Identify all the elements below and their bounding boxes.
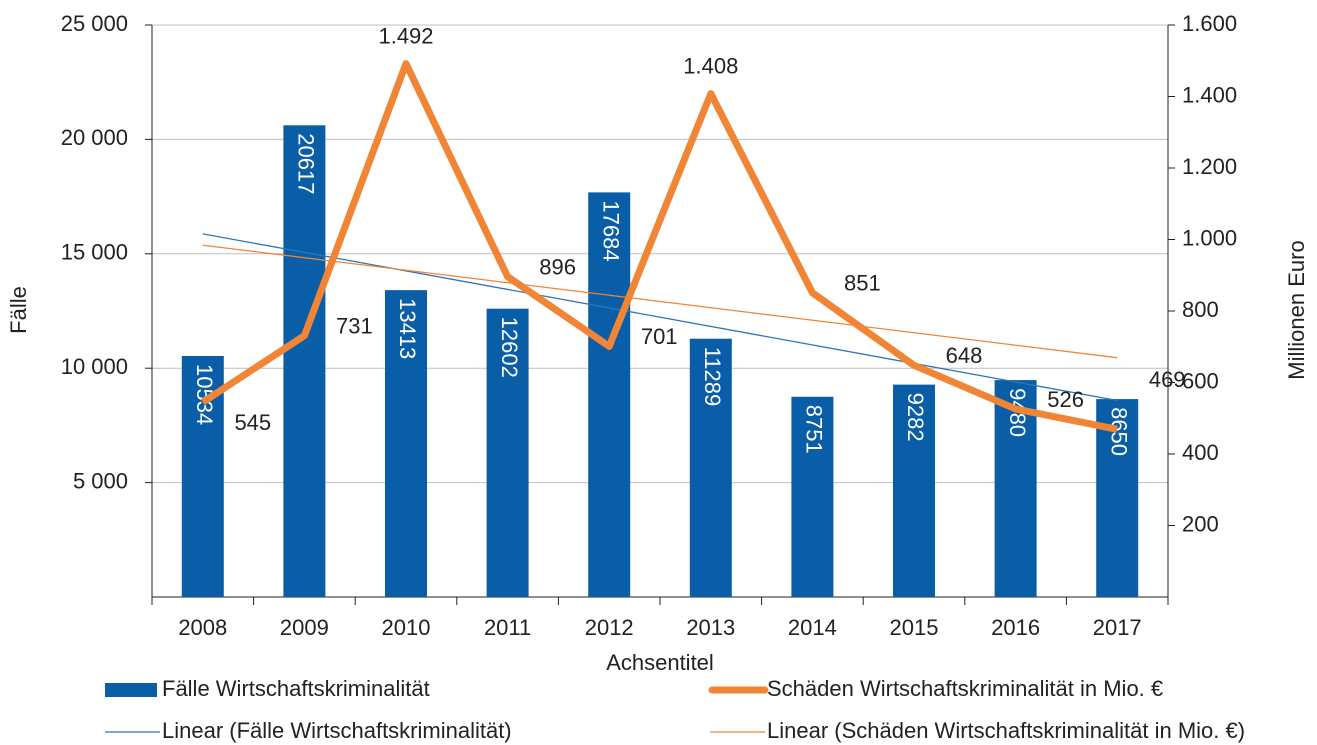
bar-value-label: 9282 <box>903 393 928 442</box>
bar-value-label: 11289 <box>700 347 725 407</box>
bar <box>1096 399 1139 597</box>
y2-tick-label: 1.400 <box>1182 82 1237 107</box>
line <box>200 60 1118 433</box>
bar <box>283 125 326 597</box>
bar-value-label: 17684 <box>598 200 623 261</box>
bar-value-label: 8751 <box>802 405 827 454</box>
bar <box>486 308 529 597</box>
y-tick-label: 5 000 <box>73 468 128 493</box>
bar <box>689 338 732 597</box>
x-tick-label: 2011 <box>484 615 531 640</box>
legend-swatch <box>105 683 157 697</box>
y-tick-label: 25 000 <box>61 11 128 36</box>
bar-value-label: 13413 <box>395 298 420 359</box>
line-value-label: 1.408 <box>683 53 738 78</box>
bar-value-label: 8650 <box>1106 407 1131 456</box>
x-tick-label: 2017 <box>1093 615 1142 640</box>
legend-label: Fälle Wirtschaftskriminalität <box>162 676 430 701</box>
line-value-label: 648 <box>946 343 983 368</box>
x-tick-label: 2009 <box>280 615 329 640</box>
line-value-label: 526 <box>1047 387 1084 412</box>
trend-line <box>202 244 1118 359</box>
line-value-label: 1.492 <box>378 23 433 48</box>
y2-tick-label: 600 <box>1182 368 1219 393</box>
legend-label: Schäden Wirtschaftskriminalität in Mio. … <box>767 676 1163 701</box>
bar <box>385 290 427 597</box>
y2-tick-label: 400 <box>1182 440 1219 465</box>
x-tick-label: 2010 <box>382 615 431 640</box>
y2-tick-label: 200 <box>1182 511 1219 536</box>
y2-axis-title: Millionen Euro <box>1284 240 1309 379</box>
line-value-label: 851 <box>844 271 881 296</box>
x-tick-label: 2008 <box>178 615 227 640</box>
bar <box>994 380 1037 597</box>
bar <box>791 396 834 597</box>
line-value-label: 896 <box>539 254 576 279</box>
y-axis-title: Fälle <box>6 286 31 334</box>
y-tick-label: 15 000 <box>61 240 128 265</box>
line-value-label: 469 <box>1149 367 1186 392</box>
x-tick-label: 2014 <box>788 615 837 640</box>
bar-value-label: 12602 <box>497 317 522 378</box>
y2-tick-label: 1.600 <box>1182 11 1237 36</box>
legend-label: Linear (Schäden Wirtschaftskriminalität … <box>767 718 1245 743</box>
y-tick-label: 20 000 <box>61 125 128 150</box>
x-tick-label: 2012 <box>585 615 634 640</box>
line-value-label: 731 <box>336 313 373 338</box>
bar <box>588 192 631 597</box>
legend-label: Linear (Fälle Wirtschaftskriminalität) <box>162 718 512 743</box>
line-value-label: 701 <box>641 324 678 349</box>
bar-value-label: 20617 <box>294 133 319 194</box>
x-tick-label: 2016 <box>991 615 1040 640</box>
x-axis-title: Achsentitel <box>606 650 714 675</box>
y2-tick-label: 1.200 <box>1182 154 1237 179</box>
y-tick-label: 10 000 <box>61 354 128 379</box>
bar <box>893 384 935 597</box>
y2-tick-label: 800 <box>1182 297 1219 322</box>
y2-tick-label: 1.000 <box>1182 225 1237 250</box>
x-tick-label: 2013 <box>686 615 735 640</box>
trend-line <box>202 233 1118 402</box>
line-value-label: 545 <box>234 410 271 435</box>
x-tick-label: 2015 <box>890 615 939 640</box>
